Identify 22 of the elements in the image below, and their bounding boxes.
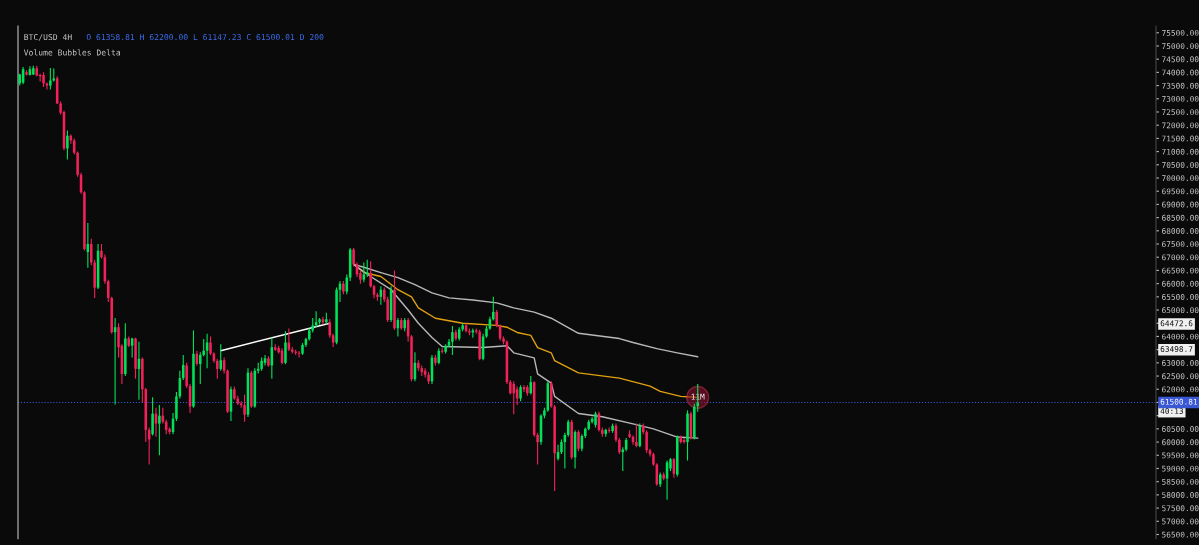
candlestick [243,393,246,423]
candlestick [181,354,185,381]
text: BTC/USD 4H [24,34,72,41]
candlestick [301,342,304,356]
candlestick [451,325,454,356]
candlestick [594,411,597,429]
candlestick [158,404,161,456]
candlestick [512,380,516,415]
annotation: Volume Bubbles Delta [23,49,120,56]
text: O 61358.81 H 62200.00 L 61147.23 C 61500.01 D 200 [86,34,324,41]
candlestick [393,269,396,331]
candlestick [66,129,69,161]
candlestick [686,409,689,462]
candlestick [328,318,332,339]
candlestick [577,429,580,452]
candlestick [621,446,625,472]
candlestick [49,67,52,91]
candlestick [192,329,195,409]
candlestick [284,330,287,365]
candlestick [151,396,154,437]
candlestick [635,423,638,448]
candlestick [25,69,28,77]
